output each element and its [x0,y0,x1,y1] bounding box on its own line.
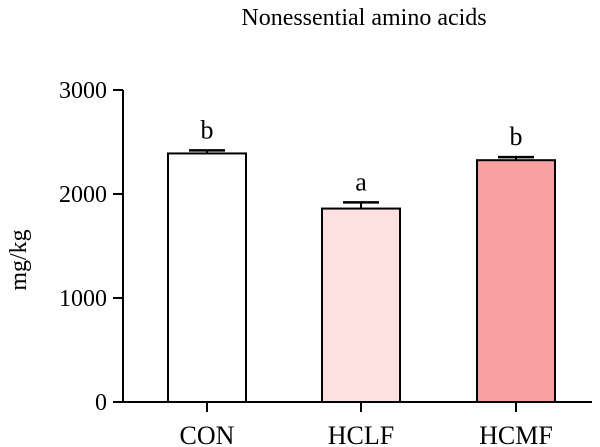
bar [476,159,556,403]
bar [167,152,247,403]
x-tick-label: CON [180,421,235,447]
y-tick-label: 2000 [59,182,107,208]
y-tick-label: 3000 [59,78,107,104]
x-tick-label: HCLF [328,421,394,447]
significance-label: b [510,122,523,151]
chart-title: Nonessential amino acids [241,5,486,31]
significance-label: a [355,167,367,196]
y-tick-label: 1000 [59,286,107,312]
significance-label: b [201,115,214,144]
x-tick-label: HCMF [479,421,553,447]
y-tick-label: 0 [95,390,107,416]
plot-area: 0 1000 2000 3000 CON b HCLF a HCMF b [59,78,592,447]
bar [321,207,401,403]
y-axis-label: mg/kg [6,229,32,290]
